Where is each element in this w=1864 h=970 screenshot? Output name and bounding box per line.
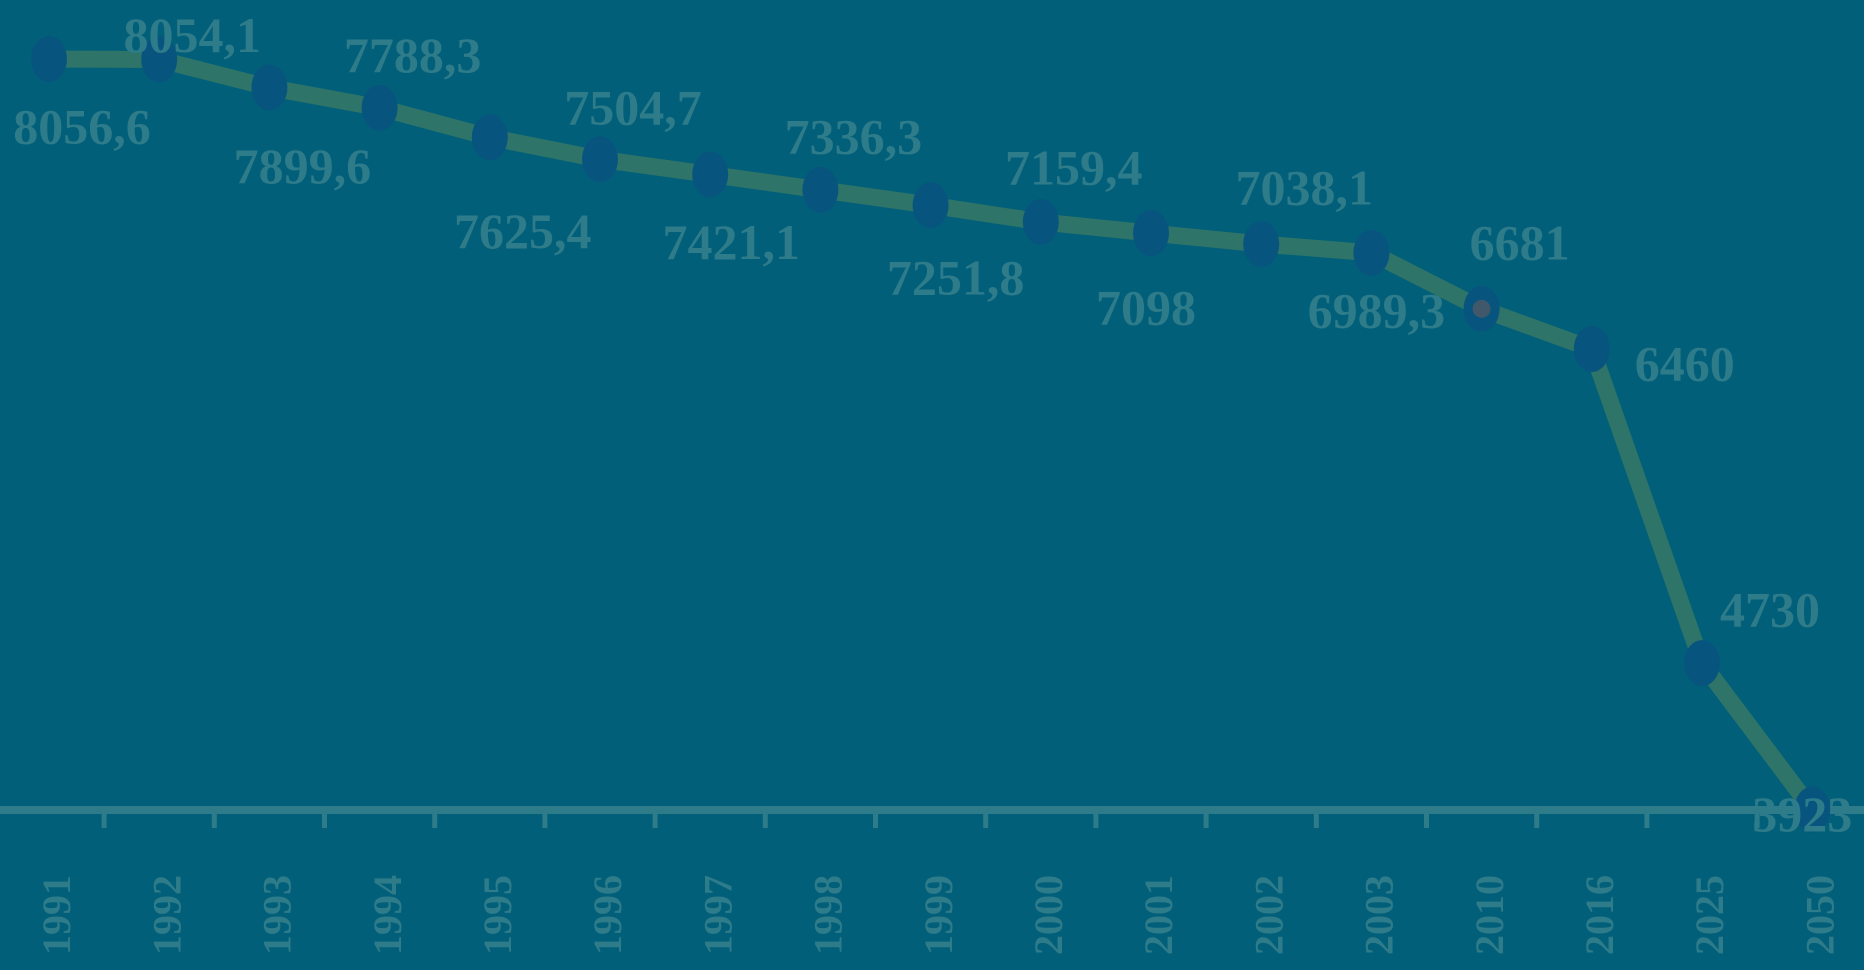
x-tick-labels: 1991 1992 1993 1994 1995 1996 1997 1998 1999 2000… — [34, 875, 1842, 955]
x-tick-label-2000: 2000 — [1026, 875, 1071, 955]
data-label-1991: 8056,6 — [13, 98, 151, 154]
data-point-1992 — [141, 36, 178, 83]
data-point-2002 — [1243, 220, 1280, 267]
x-tick-label-1993: 1993 — [255, 875, 300, 955]
x-tick-label-1992: 1992 — [144, 875, 189, 955]
data-label-1997: 7421,1 — [662, 214, 800, 270]
data-point-center-2010 — [1472, 299, 1491, 318]
data-point-2016 — [1573, 325, 1610, 372]
data-label-1994: 7788,3 — [344, 27, 482, 83]
x-tick-label-2016: 2016 — [1577, 875, 1622, 955]
x-tick-label-2025: 2025 — [1687, 875, 1732, 955]
x-tick-label-1997: 1997 — [695, 875, 740, 955]
x-tick-label-2001: 2001 — [1136, 875, 1181, 955]
data-point-1995 — [471, 114, 508, 161]
data-point-1999 — [912, 182, 949, 229]
data-point-2050 — [1794, 786, 1831, 833]
x-tick-label-2002: 2002 — [1246, 875, 1291, 955]
data-point-1993 — [251, 64, 288, 111]
x-tick-label-2010: 2010 — [1467, 875, 1512, 955]
data-labels: 8056,6 8054,1 7899,6 7788,3 7625,4 7504,7 7421… — [13, 7, 1852, 842]
data-label-1998: 7336,3 — [785, 108, 923, 164]
x-tick-label-1996: 1996 — [585, 875, 630, 955]
x-tick-label-1995: 1995 — [475, 875, 520, 955]
data-markers — [31, 36, 1831, 833]
data-point-2025 — [1684, 640, 1720, 687]
x-tick-label-1998: 1998 — [806, 875, 851, 955]
data-label-1995: 7625,4 — [454, 203, 592, 259]
data-point-2003 — [1353, 229, 1390, 276]
data-label-2050: 3923 — [1752, 786, 1852, 842]
data-label-2001: 7098 — [1096, 280, 1196, 336]
data-point-2000 — [1022, 198, 1059, 245]
data-point-1996 — [582, 136, 618, 183]
data-label-2025: 4730 — [1720, 582, 1820, 638]
data-label-1993: 7899,6 — [234, 138, 372, 194]
x-axis-ticks — [101, 810, 1760, 828]
data-point-1998 — [802, 166, 839, 213]
data-point-1997 — [692, 151, 729, 198]
x-tick-label-2050: 2050 — [1797, 875, 1842, 955]
data-label-2010: 6681 — [1470, 214, 1570, 270]
data-label-1996: 7504,7 — [564, 80, 702, 136]
data-label-2000: 7159,4 — [1005, 139, 1143, 195]
x-tick-label-2003: 2003 — [1357, 875, 1402, 955]
data-point-2001 — [1133, 210, 1169, 257]
x-tick-label-1991: 1991 — [34, 875, 79, 955]
data-label-2002: 7038,1 — [1235, 159, 1373, 215]
data-point-1991 — [31, 36, 67, 82]
data-label-1992: 8054,1 — [123, 7, 261, 63]
x-tick-label-1994: 1994 — [365, 875, 410, 955]
data-point-1994 — [361, 84, 398, 131]
data-label-2003: 6989,3 — [1308, 282, 1446, 338]
data-label-2016: 6460 — [1635, 335, 1735, 391]
x-tick-label-1999: 1999 — [916, 875, 961, 955]
data-label-1999: 7251,8 — [887, 250, 1025, 306]
